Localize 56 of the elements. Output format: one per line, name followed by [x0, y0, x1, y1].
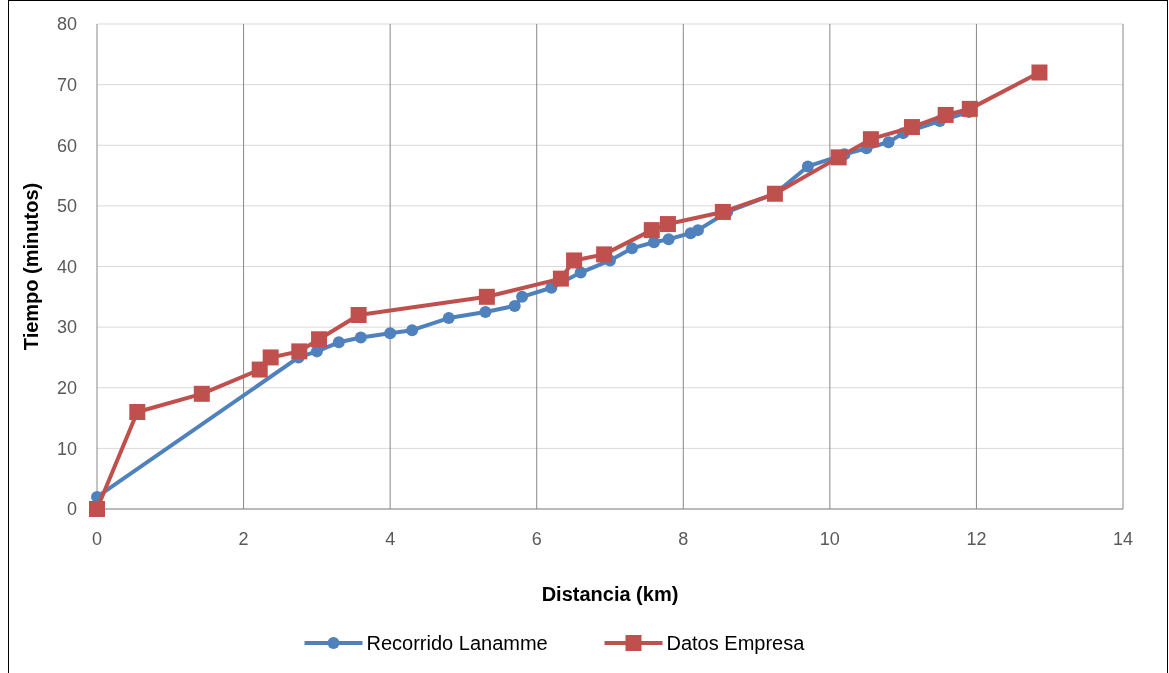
point — [251, 361, 268, 378]
point — [478, 288, 495, 305]
point — [354, 331, 367, 344]
y-tick-label: 20 — [56, 378, 77, 399]
point — [552, 270, 569, 287]
x-tick-label: 14 — [1112, 529, 1134, 549]
point — [574, 266, 587, 279]
y-tick-label: 30 — [56, 317, 77, 338]
y-tick-label: 10 — [56, 438, 77, 459]
legend-label: Datos Empresa — [666, 632, 806, 654]
point — [291, 343, 308, 360]
point — [311, 331, 328, 348]
point — [406, 324, 419, 337]
point — [937, 106, 954, 123]
y-tick-label: 60 — [56, 135, 77, 156]
point — [442, 312, 455, 325]
x-tick-label: 0 — [91, 529, 103, 549]
point — [89, 501, 105, 517]
point — [508, 299, 521, 312]
point — [262, 349, 279, 366]
y-tick-label: 70 — [56, 74, 77, 95]
point — [1031, 64, 1048, 81]
point — [961, 100, 978, 117]
point — [801, 160, 814, 173]
y-tick-label: 0 — [66, 499, 77, 520]
y-tick-label: 80 — [56, 14, 77, 35]
y-axis-title: Tiempo (minutos) — [20, 182, 42, 351]
point — [384, 327, 397, 340]
x-tick-label: 10 — [819, 529, 840, 549]
point — [516, 290, 529, 303]
legend-label: Recorrido Lanamme — [366, 632, 548, 654]
point — [625, 242, 638, 255]
y-tick-label: 50 — [56, 196, 77, 217]
x-tick-label: 2 — [238, 529, 249, 549]
point — [129, 404, 146, 420]
y-tick-label: 40 — [56, 256, 77, 277]
x-tick-label: 6 — [531, 529, 542, 549]
x-tick-label: 4 — [385, 529, 396, 549]
point — [566, 252, 583, 269]
point — [643, 222, 660, 239]
x-tick-label: 8 — [678, 529, 689, 549]
point — [830, 149, 847, 166]
point — [862, 131, 879, 148]
point — [903, 119, 920, 136]
point — [332, 336, 345, 349]
point — [479, 305, 492, 318]
point — [714, 203, 731, 220]
point — [662, 233, 675, 246]
point — [350, 307, 367, 323]
point — [691, 224, 704, 237]
point — [659, 216, 676, 233]
x-axis-title: Distancia (km) — [541, 583, 679, 605]
point — [882, 136, 895, 149]
point — [596, 246, 613, 263]
x-tick-label: 12 — [966, 529, 987, 549]
point — [193, 385, 210, 402]
